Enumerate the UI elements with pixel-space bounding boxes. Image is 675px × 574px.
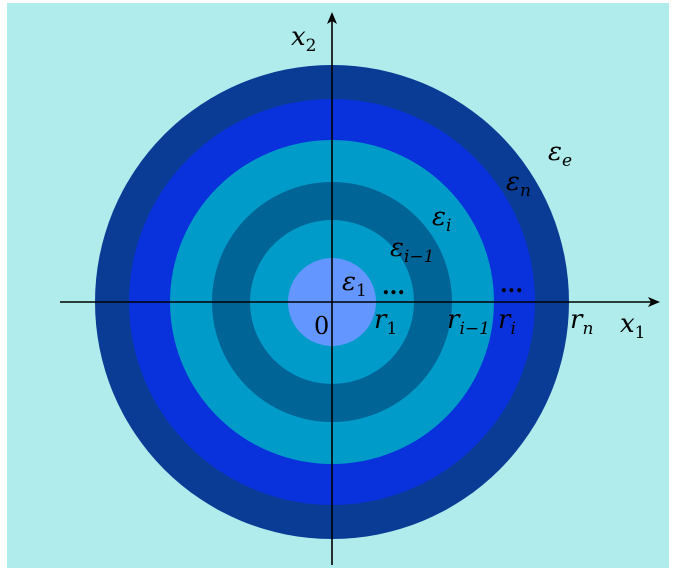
epsilon-i-label: εi (432, 202, 451, 236)
radius-ri-label: ri (498, 305, 516, 339)
radius-rn-label: rn (570, 305, 593, 339)
x2-axis-label: x2 (291, 22, 317, 56)
x1-axis-label: x1 (620, 309, 646, 343)
radius-r1-label: r1 (374, 305, 397, 339)
ellipsis-inner: ... (382, 274, 405, 300)
epsilon-i-minus-1-label: εi−1 (390, 233, 434, 267)
origin-label: 0 (314, 312, 329, 340)
radius-ri-minus-1-label: ri−1 (447, 305, 490, 339)
ellipsis-outer: ... (500, 272, 523, 298)
epsilon-1-label: ε1 (342, 267, 367, 301)
epsilon-n-label: εn (506, 167, 531, 201)
epsilon-e-label: εe (548, 137, 572, 171)
